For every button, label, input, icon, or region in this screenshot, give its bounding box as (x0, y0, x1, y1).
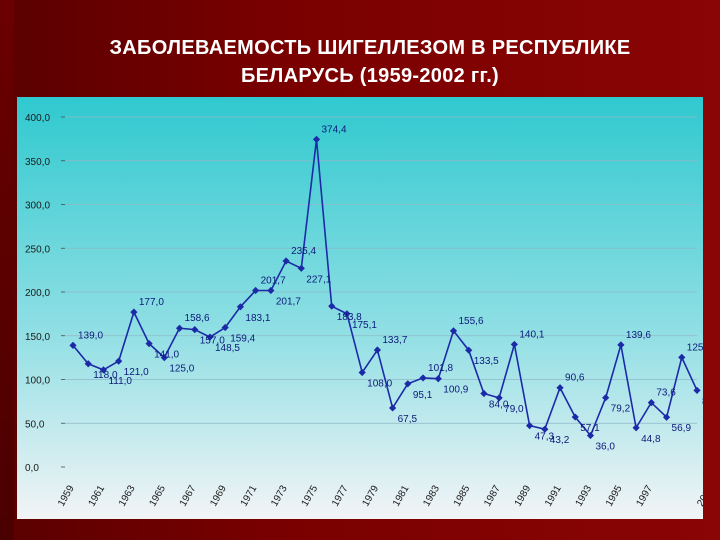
data-label: 43,2 (550, 435, 570, 446)
data-label: 201,7 (276, 297, 301, 308)
y-tick-label: 150,0 (25, 332, 50, 343)
page-title: ЗАБОЛЕВАЕМОСТЬ ШИГЕЛЛЕЗОМ В РЕСПУБЛИКЕ Б… (30, 34, 710, 90)
data-label: 95,1 (413, 390, 433, 401)
data-point (434, 375, 442, 383)
data-label: 183,1 (245, 313, 270, 324)
data-label: 47,3 (535, 432, 555, 443)
data-label: 79,0 (504, 404, 524, 415)
data-label: 374,4 (322, 124, 347, 135)
y-tick-label: 50,0 (25, 419, 45, 430)
data-label: 84,0 (489, 400, 509, 411)
data-point (693, 386, 701, 394)
data-label: 159,4 (230, 334, 255, 345)
data-label: 125,0 (169, 364, 194, 375)
data-label: 157,0 (200, 336, 225, 347)
x-tick-label: 2001 (695, 483, 703, 508)
data-label: 133,5 (474, 356, 499, 367)
data-point (586, 431, 595, 440)
data-point (160, 354, 168, 362)
data-label: 141,0 (154, 350, 179, 361)
data-label: 201,7 (261, 276, 286, 287)
data-label: 158,6 (185, 313, 210, 324)
data-label: 87,6 (702, 396, 703, 407)
data-label: 44,8 (641, 434, 661, 445)
data-label: 36,0 (595, 442, 615, 453)
data-point (404, 380, 412, 388)
data-label: 235,4 (291, 246, 316, 257)
y-tick-label: 250,0 (25, 244, 50, 255)
left-decorative-band (0, 0, 14, 540)
data-point (84, 360, 92, 368)
data-point (206, 333, 214, 341)
data-label: 183,8 (337, 312, 362, 323)
data-label: 177,0 (139, 297, 164, 308)
data-label: 227,1 (306, 274, 331, 285)
data-label: 139,0 (78, 330, 103, 341)
y-axis-ticks: 0,0 50,0 100,0 150,0 200,0 250,0 300,0 350,0 400… (25, 113, 65, 474)
data-point (495, 394, 503, 402)
data-point (480, 389, 488, 398)
data-point (541, 425, 549, 433)
data-point (130, 308, 138, 316)
data-point (465, 346, 473, 354)
data-label: 108,0 (367, 379, 392, 390)
data-point (99, 366, 108, 374)
data-label: 140,1 (519, 329, 544, 340)
data-point (647, 399, 655, 407)
data-label: 100,9 (443, 385, 468, 396)
y-tick-label: 400,0 (25, 113, 50, 124)
line-chart: 0,0 50,0 100,0 150,0 200,0 250,0 300,0 350,0 400… (17, 97, 703, 519)
data-label: 111,0 (108, 376, 132, 387)
data-label: 175,1 (352, 320, 377, 331)
y-tick-label: 100,0 (25, 376, 50, 387)
data-point (419, 374, 427, 382)
y-tick-label: 0,0 (25, 463, 39, 474)
data-point (662, 413, 671, 421)
data-label: 90,6 (565, 373, 585, 384)
data-label: 148,5 (215, 343, 240, 354)
data-point (571, 413, 579, 421)
data-point (267, 286, 275, 295)
y-tick-label: 200,0 (25, 288, 50, 299)
data-point (602, 394, 610, 402)
data-label: 139,6 (626, 330, 651, 341)
title-line-2: БЕЛАРУСЬ (1959-2002 гг.) (240, 65, 500, 87)
data-point (69, 341, 77, 349)
title-line-1: ЗАБОЛЕВАЕМОСТЬ ШИГЕЛЛЕЗОМ В РЕСПУБЛИКЕ (109, 37, 631, 59)
data-label: 79,2 (611, 404, 631, 415)
data-label: 125,3 (687, 342, 703, 353)
data-label: 118,0 (93, 370, 118, 381)
data-label: 73,6 (656, 388, 676, 399)
data-label: 155,6 (458, 316, 483, 327)
data-point (115, 357, 123, 365)
data-point (312, 135, 321, 143)
y-tick-label: 300,0 (25, 201, 50, 212)
data-point (678, 353, 686, 361)
data-label: 67,5 (398, 414, 418, 425)
data-label: 57,1 (580, 423, 600, 434)
data-label: 101,8 (428, 363, 453, 374)
data-point (632, 424, 640, 432)
plot-background (17, 97, 703, 519)
series-line (72, 139, 698, 438)
chart-panel: 0,0 50,0 100,0 150,0 200,0 250,0 300,0 350,0 400… (17, 97, 703, 519)
data-point (328, 302, 336, 310)
data-point (389, 404, 397, 412)
data-point (373, 346, 381, 354)
data-point (145, 340, 153, 348)
data-label: 56,9 (672, 423, 692, 434)
data-point (252, 286, 260, 295)
data-point (358, 368, 366, 377)
data-label: 133,7 (382, 335, 407, 346)
data-label: 121,0 (124, 367, 149, 378)
y-tick-label: 350,0 (25, 157, 50, 168)
grid-lines (65, 116, 697, 424)
data-point (556, 384, 564, 392)
data-point (191, 326, 199, 334)
data-point (525, 422, 534, 430)
